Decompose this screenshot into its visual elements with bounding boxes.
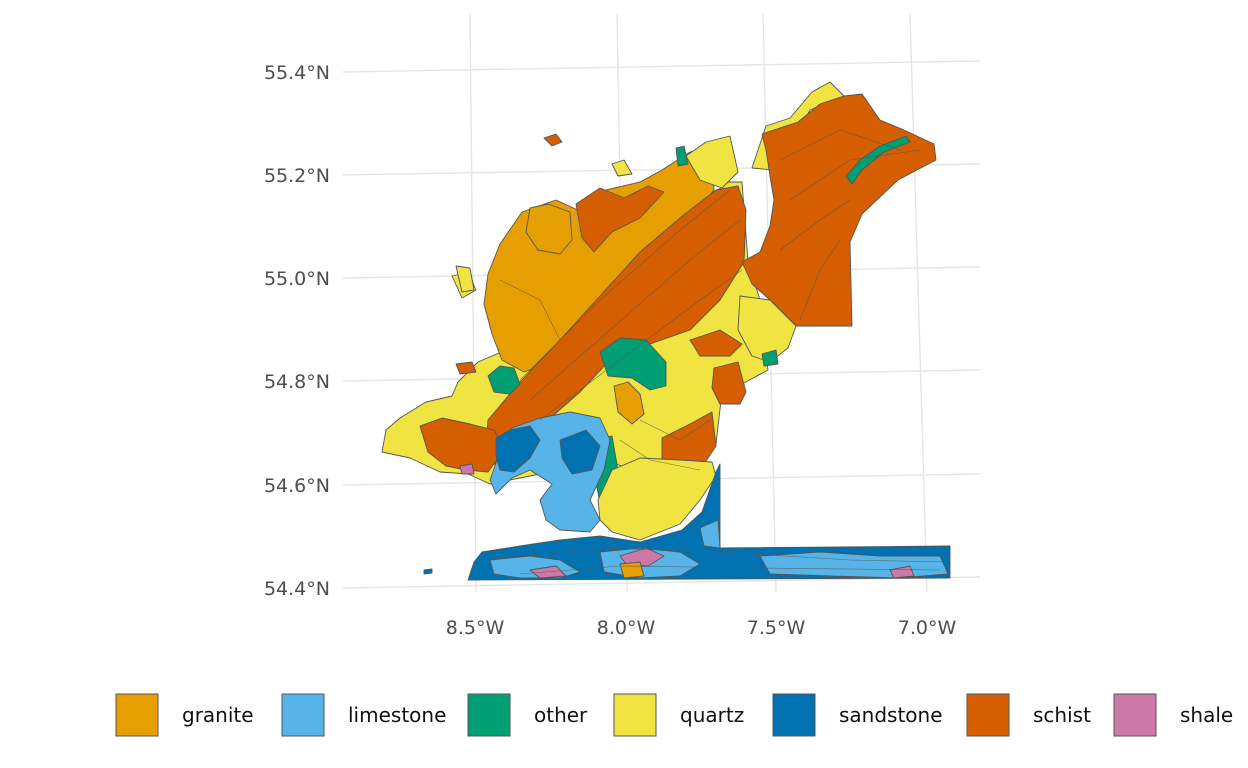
region-shale-east [889,565,915,579]
region-shale-bay [459,463,475,475]
y-tick-label: 55.2°N [264,165,330,187]
region-sandstone-bay [495,425,541,473]
region-island-tory [543,133,563,147]
legend-swatch [281,693,325,737]
legend-label: sandstone [839,703,943,727]
geology-regions [381,81,951,581]
legend-swatch [467,693,511,737]
region-sandstone-central [559,429,601,475]
legend: granite limestone other quartz sandstone… [115,693,1233,737]
legend-label: quartz [680,703,744,727]
region-schist-north [575,185,665,253]
region-island-south-w [423,568,433,575]
legend-label: other [534,703,588,727]
y-tick-label: 54.8°N [264,371,330,393]
contact-line [479,547,949,563]
legend-swatch [966,693,1010,737]
legend-label: schist [1033,703,1091,727]
contact-line [639,419,711,441]
contact-line [499,279,561,341]
region-sandstone-south [467,463,951,581]
contact-line [519,565,941,575]
legend-item-quartz: quartz [613,693,744,737]
region-quartz-north [685,135,739,189]
region-other-barnesmore [599,337,667,391]
region-schist-sw [419,417,505,473]
x-tick-label: 8.0°W [597,617,656,639]
region-limestone-south-inner [699,519,721,549]
contact-line [539,269,743,421]
meridian-7.0w [909,13,928,593]
y-axis: 55.4°N 55.2°N 55.0°N 54.8°N 54.6°N 54.4°… [264,62,330,600]
legend-swatch [772,693,816,737]
region-other-gweebarra [487,365,521,395]
legend-label: shale [1180,703,1233,727]
legend-item-other: other [467,693,588,737]
legend-item-shale: shale [1113,693,1233,737]
legend-swatch [115,693,159,737]
region-granite-south [619,561,645,579]
legend-item-sandstone: sandstone [772,693,943,737]
legend-label: granite [182,703,254,727]
contact-line [789,149,921,201]
contact-line [619,439,701,471]
region-schist-strabane [711,361,747,405]
y-tick-label: 55.4°N [264,62,330,84]
legend-item-limestone: limestone [281,693,446,737]
y-tick-label: 55.0°N [264,268,330,290]
contact-line [779,129,901,161]
region-island-sw [455,361,477,375]
region-quartz-east [737,295,797,363]
y-tick-label: 54.4°N [264,578,330,600]
region-other-north [675,145,689,167]
region-schist-north-central [689,329,743,357]
x-tick-label: 8.5°W [446,617,505,639]
region-granite-north [525,203,573,255]
parallel-55.4n [342,60,981,73]
region-schist-inishowen [741,93,937,327]
x-tick-label: 7.0°W [898,617,957,639]
x-tick-label: 7.5°W [747,617,806,639]
contact-line [799,239,841,321]
legend-item-granite: granite [115,693,254,737]
contact-line [529,219,741,401]
region-quartz-south [597,457,717,541]
contact-line [779,199,851,251]
legend-label: limestone [348,703,446,727]
contact-lines [479,129,949,575]
parallel-54.4n [342,576,981,589]
legend-swatch [1113,693,1157,737]
region-island-arranmore [455,265,475,293]
legend-item-schist: schist [966,693,1091,737]
region-other-east [761,349,779,367]
y-tick-label: 54.6°N [264,475,330,497]
region-island-north [611,159,633,177]
region-granite-central [613,381,645,425]
x-axis: 8.5°W 8.0°W 7.5°W 7.0°W [446,617,957,639]
meridian-8.5w [469,13,477,593]
legend-swatch [613,693,657,737]
